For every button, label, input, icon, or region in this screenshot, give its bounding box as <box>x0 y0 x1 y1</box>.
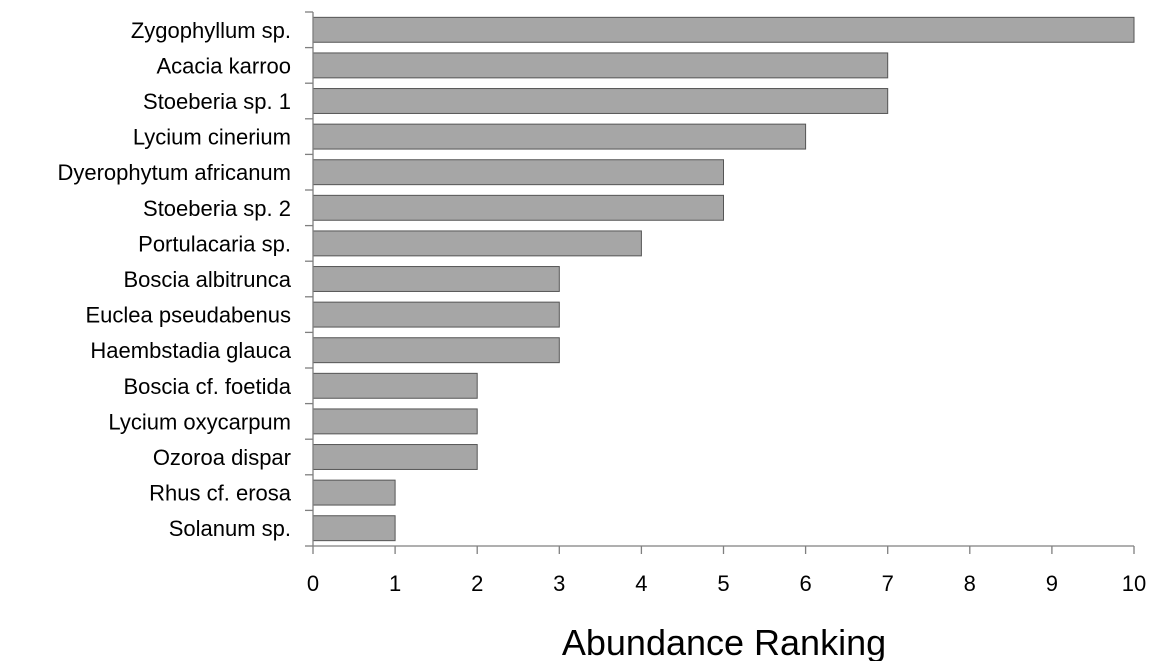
x-tick-label: 9 <box>1046 571 1058 596</box>
category-label: Lycium cinerium <box>133 125 291 150</box>
bar <box>312 88 889 114</box>
bar <box>312 266 560 292</box>
bar <box>312 337 560 364</box>
bar <box>312 123 807 150</box>
bar <box>312 52 889 79</box>
bar <box>312 16 1135 43</box>
x-tick-label: 6 <box>799 571 811 596</box>
x-tick-label: 7 <box>882 571 894 596</box>
bar <box>312 372 478 399</box>
bar <box>312 159 724 186</box>
x-tick-label: 10 <box>1122 571 1146 596</box>
bar <box>312 408 478 435</box>
x-axis-title: Abundance Ranking <box>562 622 886 661</box>
x-tick-label: 4 <box>635 571 647 596</box>
bar <box>312 194 724 221</box>
category-label: Stoeberia sp. 1 <box>143 89 291 114</box>
x-tick-label: 2 <box>471 571 483 596</box>
category-label: Boscia cf. foetida <box>123 374 291 399</box>
bar <box>312 479 396 506</box>
labels-layer: Zygophyllum sp. Acacia karroo Stoeberia sp… <box>57 18 1146 596</box>
category-label: Lycium oxycarpum <box>108 409 291 434</box>
category-label: Ozoroa dispar <box>153 445 291 470</box>
category-label: Acacia karroo <box>156 53 291 78</box>
axes-layer <box>305 11 1135 554</box>
bar <box>312 230 642 257</box>
x-tick-label: 1 <box>389 571 401 596</box>
bar <box>312 515 396 542</box>
category-label: Portulacaria sp. <box>138 231 291 256</box>
x-tick-label: 5 <box>717 571 729 596</box>
category-label: Euclea pseudabenus <box>86 303 292 328</box>
category-label: Boscia albitrunca <box>123 267 291 292</box>
category-label: Rhus cf. erosa <box>149 481 292 506</box>
category-label: Haembstadia glauca <box>90 338 291 363</box>
x-tick-label: 3 <box>553 571 565 596</box>
bar <box>312 444 478 470</box>
category-label: Stoeberia sp. 2 <box>143 196 291 221</box>
bar <box>312 301 560 328</box>
category-label: Zygophyllum sp. <box>131 18 291 43</box>
x-tick-label: 8 <box>964 571 976 596</box>
bars-layer <box>312 16 1135 542</box>
category-label: Solanum sp. <box>169 516 291 541</box>
category-label: Dyerophytum africanum <box>57 160 291 185</box>
x-tick-label: 0 <box>307 571 319 596</box>
